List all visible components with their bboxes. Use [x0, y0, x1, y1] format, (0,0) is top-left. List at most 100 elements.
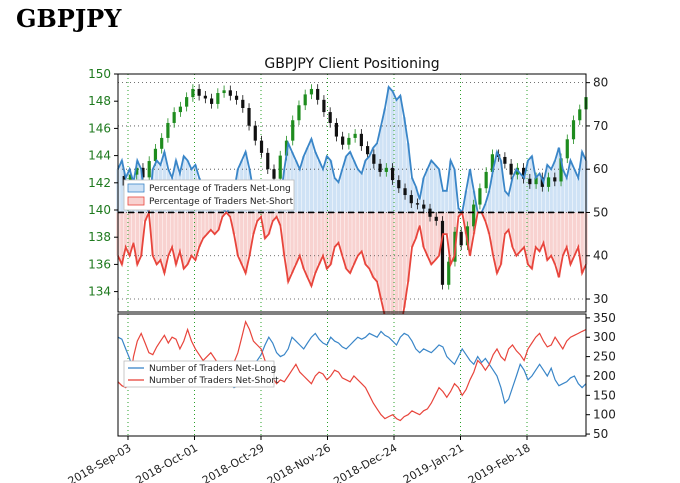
- price-candle: [147, 161, 151, 178]
- lower-right-tick-label: 250: [593, 350, 616, 364]
- price-candle: [409, 195, 413, 204]
- price-candle: [141, 167, 145, 178]
- net-long-pct-line: [117, 85, 587, 215]
- legend-label-net-short-count: Number of Traders Net-Short: [149, 376, 279, 386]
- price-candle: [484, 171, 488, 189]
- price-candle: [197, 88, 201, 96]
- price-candle: [372, 154, 376, 164]
- price-candle: [160, 137, 164, 149]
- price-candle: [490, 154, 494, 172]
- chart-title: GBPJPY Client Positioning: [264, 56, 439, 72]
- lower-right-tick-label: 150: [593, 388, 616, 402]
- price-candle: [522, 167, 526, 179]
- upper-legend: Percentage of Traders Net-Long Percentag…: [123, 179, 295, 211]
- price-candle: [472, 204, 476, 227]
- price-candle: [403, 188, 407, 196]
- price-candle: [259, 140, 264, 153]
- lower-right-tick-label: 350: [593, 311, 616, 325]
- price-candle: [565, 139, 569, 159]
- right-tick-label: 40: [593, 249, 608, 263]
- price-candle: [328, 112, 332, 123]
- price-candle: [341, 136, 345, 145]
- x-tick-label: 2019-Feb-18: [466, 441, 533, 483]
- price-candle: [509, 163, 513, 175]
- price-candle: [316, 88, 320, 100]
- price-candle: [559, 158, 563, 182]
- price-candle: [366, 146, 370, 155]
- price-candle: [528, 178, 532, 185]
- price-candle: [390, 167, 395, 181]
- left-tick-label: 140: [88, 203, 111, 217]
- lower-right-tick-label: 200: [593, 369, 616, 383]
- price-candle: [241, 99, 245, 108]
- upper-panel-frame: [117, 73, 587, 313]
- right-tick-label: 70: [593, 119, 608, 133]
- right-tick-label: 30: [593, 292, 608, 306]
- legend-label-net-short-pct: Percentage of Traders Net-Short: [149, 197, 294, 207]
- price-candle: [415, 203, 420, 205]
- price-candle: [478, 188, 482, 205]
- price-candle: [135, 167, 139, 175]
- price-candle: [153, 148, 158, 162]
- x-tick-label: 2018-Nov-26: [265, 441, 333, 483]
- lower-legend-box: [123, 360, 275, 388]
- right-tick-label: 60: [593, 162, 608, 176]
- left-axis-ticks: 134 136 138 140 142 144 146 148 150: [88, 67, 118, 299]
- price-candle: [440, 220, 445, 285]
- price-candle: [166, 122, 170, 138]
- price-candle: [278, 155, 282, 179]
- price-candle: [203, 95, 207, 99]
- legend-label-net-long-pct: Percentage of Traders Net-Long: [149, 184, 291, 194]
- price-candle: [534, 177, 538, 185]
- x-tick-label: 2019-Jan-21: [401, 441, 466, 483]
- price-candle: [234, 95, 239, 100]
- x-tick-label: 2018-Dec-24: [331, 441, 399, 483]
- upper-legend-box: [123, 179, 295, 211]
- left-tick-label: 134: [88, 285, 111, 299]
- price-candle: [222, 90, 226, 94]
- price-candle: [322, 99, 326, 113]
- price-candle: [434, 216, 438, 221]
- price-candle: [266, 152, 270, 170]
- lower-panel-frame: [117, 313, 587, 437]
- price-candle: [247, 108, 251, 126]
- price-candle: [353, 133, 357, 138]
- x-tick-label: 2018-Oct-01: [134, 441, 200, 483]
- left-tick-label: 148: [88, 94, 111, 108]
- price-candle: [578, 109, 582, 121]
- price-candle: [546, 177, 551, 187]
- price-candle: [571, 120, 576, 140]
- lower-right-tick-label: 300: [593, 330, 616, 344]
- left-tick-label: 142: [88, 176, 111, 190]
- price-candle: [359, 133, 363, 147]
- price-candle: [272, 169, 276, 179]
- price-candle: [210, 98, 214, 104]
- price-candle: [540, 177, 544, 187]
- x-axis-ticks: 2018-Sep-03 2018-Oct-01 2018-Oct-292018-No…: [66, 436, 533, 483]
- left-tick-label: 150: [88, 67, 111, 81]
- lower-right-tick-label: 100: [593, 408, 616, 422]
- price-candle: [378, 163, 382, 172]
- upper-series-lines: [117, 85, 587, 340]
- price-candle: [291, 120, 295, 141]
- price-candle: [297, 105, 301, 121]
- price-candle: [284, 140, 289, 156]
- price-candle: [384, 167, 388, 172]
- right-tick-label: 50: [593, 205, 608, 219]
- x-tick-label: 2018-Sep-03: [66, 441, 134, 483]
- price-candle: [185, 97, 189, 107]
- lower-right-axis-ticks: 50 100 150 200 250 300 350: [586, 311, 616, 441]
- price-candle: [191, 88, 195, 98]
- right-axis-ticks: 30 40 50 60 70 80: [586, 76, 608, 306]
- price-candle: [172, 112, 176, 123]
- legend-label-net-long-count: Number of Traders Net-Long: [149, 364, 276, 374]
- price-candle: [334, 122, 338, 137]
- price-candle: [447, 261, 451, 285]
- x-tick-label: 2018-Oct-29: [200, 441, 266, 483]
- price-candle: [553, 177, 557, 182]
- price-candle: [253, 125, 257, 141]
- net-short-pct-line: [117, 208, 587, 340]
- price-candle: [216, 93, 220, 104]
- net-short-count-line: [117, 319, 587, 422]
